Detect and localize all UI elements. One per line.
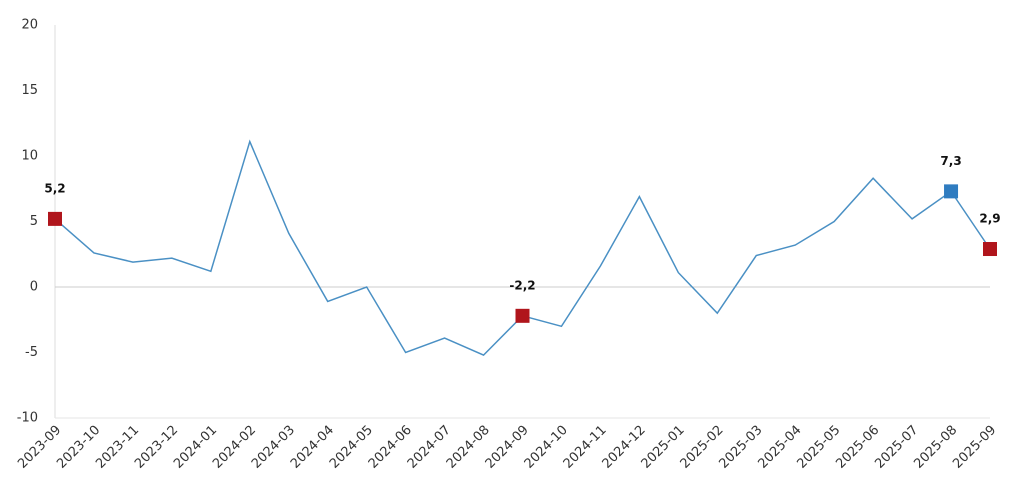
x-tick-label: 2025-09 <box>950 423 999 472</box>
y-tick-label: 0 <box>30 280 38 295</box>
y-tick-label: 15 <box>21 83 38 98</box>
y-tick-label: -10 <box>17 411 38 426</box>
highlight-marker <box>983 242 997 257</box>
value-label: 2,9 <box>979 212 1000 226</box>
value-label: 7,3 <box>940 154 961 168</box>
value-label: -2,2 <box>509 278 535 292</box>
highlight-marker <box>944 184 959 199</box>
y-tick-label: 20 <box>21 18 38 33</box>
y-tick-label: 10 <box>21 149 38 164</box>
data-line <box>54 139 991 357</box>
y-tick-label: -5 <box>25 345 38 360</box>
highlight-marker <box>515 308 530 323</box>
value-label: 5,2 <box>44 181 65 195</box>
y-tick-label: 5 <box>30 214 38 229</box>
highlight-marker <box>48 211 62 226</box>
